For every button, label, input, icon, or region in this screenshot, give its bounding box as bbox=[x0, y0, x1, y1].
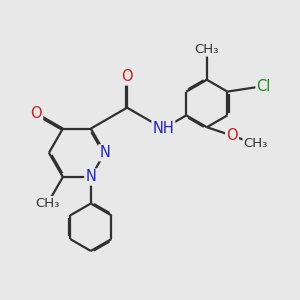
Text: O: O bbox=[121, 70, 133, 85]
Text: CH₃: CH₃ bbox=[35, 197, 60, 210]
Text: N: N bbox=[99, 145, 110, 160]
Text: NH: NH bbox=[152, 121, 174, 136]
Text: Cl: Cl bbox=[256, 79, 271, 94]
Text: O: O bbox=[31, 106, 42, 121]
Text: O: O bbox=[226, 128, 238, 143]
Text: CH₃: CH₃ bbox=[195, 43, 219, 56]
Text: N: N bbox=[85, 169, 96, 184]
Text: CH₃: CH₃ bbox=[244, 137, 268, 151]
